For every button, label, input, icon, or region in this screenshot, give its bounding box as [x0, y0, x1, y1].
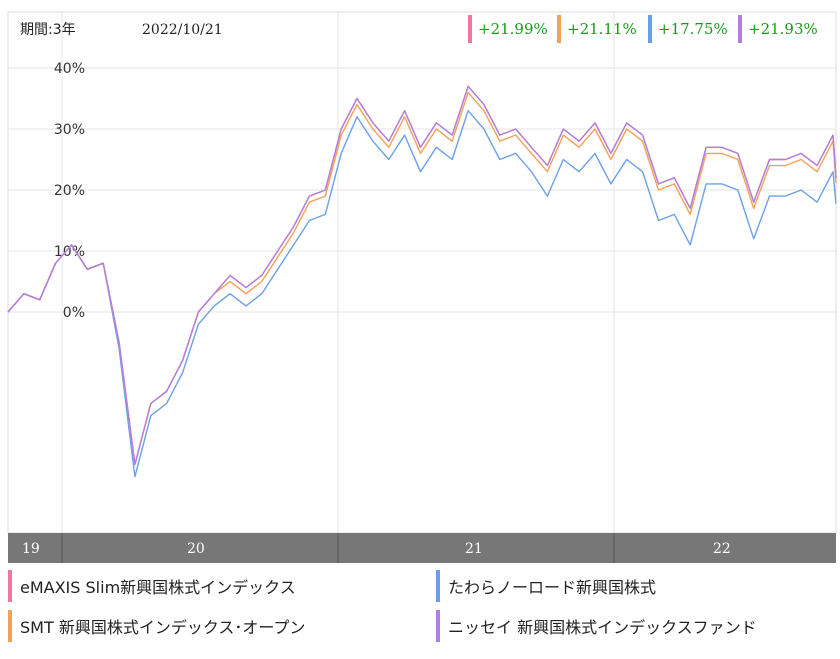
x-tick-20: 20	[187, 541, 205, 557]
y-axis-ticks: 40%30%20%10%0%	[54, 61, 85, 321]
return-value-3: +17.75%	[658, 20, 728, 38]
grid-lines	[8, 12, 836, 533]
return-swatch-4	[738, 15, 742, 43]
return-swatch-3	[648, 15, 652, 43]
legend-label-nissay: ニッセイ 新興国株式インデックスファンド	[448, 618, 757, 637]
return-value-4: +21.93%	[748, 20, 818, 38]
time-axis-bar	[8, 533, 836, 563]
return-swatch-2	[557, 15, 561, 43]
chart-area: 40%30%20%10%0% 期間:3年 2022/10/21 +21.99% …	[7, 11, 837, 563]
legend-swatch-emaxis	[8, 570, 12, 602]
date-label: 2022/10/21	[142, 22, 223, 38]
legend-label-tawara: たわらノーロード新興国株式	[448, 578, 657, 597]
legend: eMAXIS Slim新興国株式インデックス たわらノーロード新興国株式 SMT…	[0, 565, 840, 659]
y-tick-label: 0%	[63, 305, 85, 321]
return-value-2: +21.11%	[567, 20, 637, 38]
return-swatch-1	[468, 15, 472, 43]
legend-item-smt: SMT 新興国株式インデックス･オープン	[8, 610, 305, 642]
return-value-group: +21.99% +21.11% +17.75% +21.93%	[468, 15, 818, 43]
y-tick-label: 30%	[54, 122, 85, 138]
x-tick-19: 19	[22, 541, 40, 557]
legend-item-tawara: たわらノーロード新興国株式	[436, 570, 656, 602]
series-line-tawara	[7, 109, 837, 478]
y-tick-label: 40%	[54, 61, 85, 77]
series-line-nissay	[7, 85, 837, 466]
legend-item-nissay: ニッセイ 新興国株式インデックスファンド	[436, 610, 757, 642]
plot-background	[7, 11, 837, 534]
legend-swatch-nissay	[436, 610, 440, 642]
period-label: 期間:3年	[20, 22, 76, 38]
x-tick-22: 22	[713, 541, 731, 557]
legend-label-emaxis: eMAXIS Slim新興国株式インデックス	[20, 578, 296, 597]
legend-swatch-smt	[8, 610, 12, 642]
legend-item-emaxis: eMAXIS Slim新興国株式インデックス	[8, 570, 296, 602]
legend-label-smt: SMT 新興国株式インデックス･オープン	[20, 618, 306, 637]
y-tick-label: 20%	[54, 183, 85, 199]
x-tick-21: 21	[465, 541, 483, 557]
return-value-1: +21.99%	[478, 20, 548, 38]
legend-swatch-tawara	[436, 570, 440, 602]
series-lines	[7, 85, 837, 478]
